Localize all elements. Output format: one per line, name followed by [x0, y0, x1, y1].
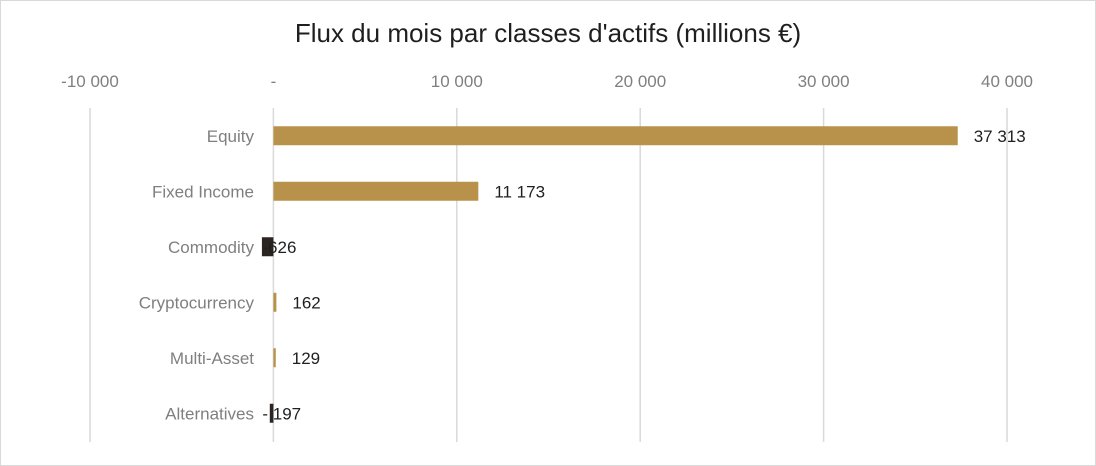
x-tick-label: -: [271, 72, 277, 91]
x-tick-label: 10 000: [431, 72, 483, 91]
bar: [261, 237, 274, 257]
category-label: Alternatives: [165, 404, 254, 423]
category-label: Multi-Asset: [170, 349, 254, 368]
data-label: -626: [262, 238, 296, 257]
x-tick-label: 20 000: [614, 72, 666, 91]
x-tick-label: 40 000: [981, 72, 1033, 91]
category-label: Commodity: [168, 238, 254, 257]
bar: [273, 348, 276, 368]
data-label: 162: [292, 293, 320, 312]
data-label: - 197: [262, 404, 301, 423]
data-label: 129: [292, 349, 320, 368]
category-label: Fixed Income: [152, 182, 254, 201]
bar: [273, 181, 479, 201]
x-tick-label: 30 000: [798, 72, 850, 91]
data-label: 37 313: [974, 127, 1026, 146]
bar: [273, 292, 277, 312]
bar: [273, 126, 958, 146]
data-label: 11 173: [494, 182, 545, 201]
category-label: Equity: [207, 127, 255, 146]
chart-title: Flux du mois par classes d'actifs (milli…: [294, 18, 802, 48]
bar: [269, 403, 274, 423]
x-tick-label: -10 000: [61, 72, 119, 91]
category-label: Cryptocurrency: [139, 293, 255, 312]
